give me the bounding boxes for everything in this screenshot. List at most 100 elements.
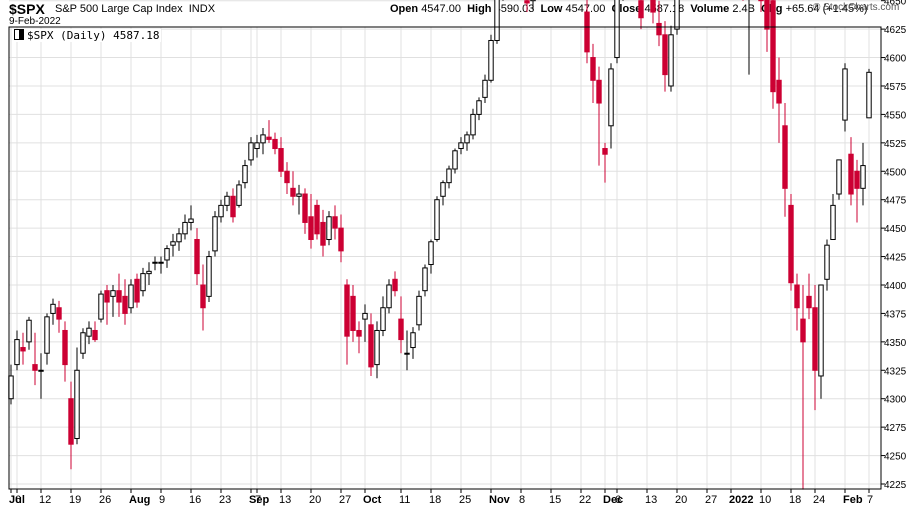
candle-body [236, 184, 242, 206]
candle-body [656, 22, 662, 36]
y-tick-label: 4525 [884, 139, 907, 150]
candle-body [830, 204, 836, 241]
candle-body [422, 267, 428, 292]
candle-body [494, 0, 500, 41]
candle-body [182, 221, 188, 235]
candle-body [446, 168, 452, 184]
candle-body [338, 227, 344, 252]
low-value: 4547.00 [565, 3, 606, 15]
candle-body [146, 270, 152, 275]
chart-legend: $SPX (Daily) 4587.18 [12, 29, 162, 42]
y-tick-label: 4475 [884, 196, 907, 207]
candle-body [74, 369, 80, 440]
x-tick-label: 27 [705, 494, 717, 506]
y-tick-label: 4600 [884, 54, 907, 65]
candle-body [674, 0, 680, 30]
candle-body [800, 318, 806, 343]
y-tick-label: 4375 [884, 309, 907, 320]
x-tick-label: Nov [489, 494, 511, 506]
candle-body [110, 290, 116, 297]
candle-body [770, 0, 776, 93]
candle-body [476, 100, 482, 115]
index-name: S&P 500 Large Cap Index INDX [55, 3, 215, 15]
candle-body [344, 284, 350, 337]
candle-body [602, 148, 608, 155]
y-tick-label: 4425 [884, 253, 907, 264]
x-tick-label: Dec [603, 494, 623, 506]
candle-body [56, 307, 62, 320]
candle-body [128, 284, 134, 309]
candle-body [32, 364, 38, 371]
y-tick-label: 4550 [884, 110, 907, 121]
candle-body [254, 142, 260, 150]
candle-body [782, 125, 788, 189]
candle-body [350, 295, 356, 331]
candle-body [530, 0, 536, 2]
x-tick-label: 18 [789, 494, 801, 506]
x-tick-label: 7 [255, 494, 261, 506]
candle-body [230, 195, 236, 218]
x-tick-label: Jul [9, 494, 25, 506]
y-tick-label: 4250 [884, 452, 907, 463]
y-tick-label: 4275 [884, 423, 907, 434]
x-tick-label: Feb [843, 494, 863, 506]
x-tick-label: 19 [69, 494, 81, 506]
candle-body [80, 332, 86, 354]
x-tick-label: 24 [813, 494, 825, 506]
candle-body [638, 0, 644, 19]
y-tick-label: 4300 [884, 395, 907, 406]
x-tick-label: 2022 [729, 494, 753, 506]
candle-body [242, 165, 248, 184]
change-value: +65.64 (+1.45%) [785, 3, 868, 15]
y-axis: 4225 4250 4275 4300 4325 4350 4375 4400 4425 4450… [881, 0, 907, 491]
candle-body [590, 57, 596, 81]
x-tick-label: 12 [39, 494, 51, 506]
candle-body [614, 0, 620, 59]
y-tick-label: 4650 [884, 0, 907, 8]
candle-body [98, 293, 104, 320]
candle-body [392, 278, 398, 292]
candle-body [44, 316, 50, 354]
candle-body [158, 261, 164, 264]
x-tick-label: 10 [759, 494, 771, 506]
candle-body [50, 303, 56, 314]
candle-body [170, 241, 176, 246]
candle-body [764, 0, 770, 30]
candle-body [488, 39, 494, 81]
candle-body [794, 284, 800, 309]
candle-body [104, 290, 110, 303]
legend-label: $SPX (Daily) 4587.18 [27, 29, 160, 42]
candle-body [386, 284, 392, 309]
x-tick-label: Aug [129, 494, 150, 506]
x-tick-label: 26 [99, 494, 111, 506]
quote-date: 9-Feb-2022 [9, 16, 61, 27]
candle-body [140, 273, 146, 292]
x-tick-label: Sep [249, 494, 269, 506]
x-tick-label: 6 [15, 494, 21, 506]
candle-body [62, 329, 68, 366]
candle-body [416, 295, 422, 326]
candle-body [368, 324, 374, 368]
candle-legend-icon [14, 29, 24, 40]
x-tick-label: 20 [675, 494, 687, 506]
candle-body [116, 290, 122, 303]
x-tick-label: 11 [399, 494, 410, 506]
candle-series [8, 0, 872, 490]
grid-lines [9, 0, 881, 489]
candle-body [842, 68, 848, 121]
candle-body [68, 398, 74, 445]
candle-body [380, 307, 386, 331]
candle-body [836, 159, 842, 195]
high-label: High [467, 3, 492, 15]
y-tick-label: 4400 [884, 281, 907, 292]
candle-body [206, 256, 212, 297]
y-tick-label: 4450 [884, 224, 907, 235]
y-tick-label: 4350 [884, 338, 907, 349]
y-tick-label: 4500 [884, 167, 907, 178]
candle-body [404, 352, 410, 355]
x-tick-label: Oct [363, 494, 382, 506]
candle-body [812, 307, 818, 371]
x-tick-label: 9 [159, 494, 165, 506]
candle-body [854, 170, 860, 189]
